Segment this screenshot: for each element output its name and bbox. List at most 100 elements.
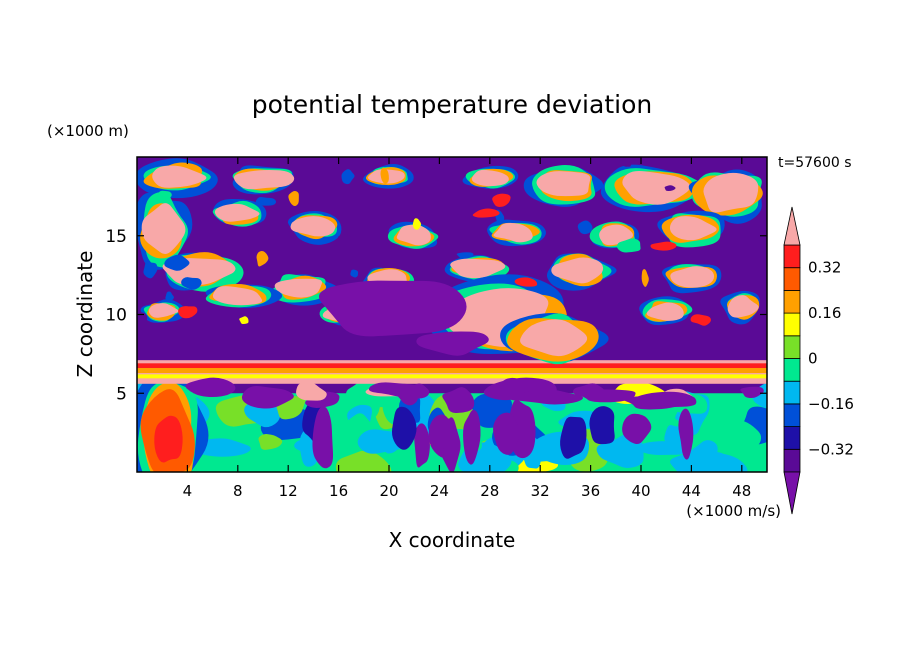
- field-patch: [437, 418, 458, 450]
- field-patch: [408, 383, 430, 399]
- colorbar-label: −0.32: [808, 440, 854, 458]
- field-patch: [194, 438, 251, 457]
- field-patch: [702, 452, 748, 472]
- warm-band-line: [137, 374, 767, 379]
- field-patch: [255, 197, 277, 206]
- x-tick-label: 44: [682, 482, 701, 500]
- field-patch: [646, 302, 684, 321]
- y-axis: 5 10 15: [105, 227, 767, 404]
- x-tick-label: 24: [430, 482, 449, 500]
- field-patch: [341, 169, 355, 185]
- field-patch: [391, 406, 417, 450]
- x-tick-label: 32: [531, 482, 550, 500]
- field-patch: [520, 319, 588, 357]
- colorbar: 0.32 0.16 0 −0.16 −0.32: [783, 206, 854, 515]
- field-patch: [154, 415, 183, 463]
- field-patch: [414, 423, 430, 468]
- y-tick-label: 15: [105, 227, 127, 247]
- field-patch: [650, 241, 677, 251]
- field-patch: [472, 208, 500, 218]
- x-tick-label: 12: [279, 482, 298, 500]
- field-patch: [338, 234, 352, 241]
- colorbar-swatch: [783, 403, 801, 427]
- x-tick-label: 4: [183, 482, 193, 500]
- field-patch: [233, 170, 295, 190]
- field-patch: [551, 257, 604, 284]
- field-patch: [158, 190, 172, 199]
- colorbar-swatch: [783, 335, 801, 359]
- field-patch: [312, 406, 334, 469]
- field-patch: [493, 412, 521, 455]
- field-patch: [143, 261, 158, 279]
- field-patch: [536, 171, 591, 197]
- field-patch: [152, 165, 207, 188]
- field-patch: [137, 311, 148, 331]
- field-patch: [664, 425, 684, 450]
- field-patch: [178, 306, 198, 319]
- field-patch: [212, 286, 263, 306]
- field-patch: [296, 382, 327, 401]
- field-patch: [412, 218, 422, 230]
- field-patch: [463, 409, 481, 465]
- field-patch: [718, 419, 762, 451]
- warm-band-line: [137, 368, 767, 374]
- field-patch: [241, 386, 294, 409]
- field-patch: [290, 216, 336, 237]
- field-contours: [137, 157, 767, 472]
- field-patch: [740, 386, 764, 399]
- time-label: t=57600 s: [778, 155, 852, 171]
- field-patch: [678, 408, 694, 460]
- field-patch: [258, 434, 283, 450]
- field-patch: [589, 406, 615, 445]
- colorbar-under-arrow: [783, 471, 801, 515]
- x-tick-label: 48: [732, 482, 751, 500]
- x-tick-label: 8: [233, 482, 243, 500]
- field-patch: [335, 450, 392, 472]
- colorbar-swatch: [783, 289, 801, 314]
- x-tick-label: 16: [329, 482, 348, 500]
- field-patch: [560, 416, 587, 459]
- field-patch: [380, 167, 389, 184]
- field-patch: [703, 172, 759, 213]
- x-tick-label: 28: [480, 482, 499, 500]
- y-tick-label: 5: [116, 384, 127, 404]
- colorbar-label: 0.32: [808, 259, 841, 277]
- colorbar-swatch: [783, 358, 801, 382]
- field-patch: [164, 254, 190, 271]
- y-unit-label: (×1000 m): [47, 122, 129, 140]
- field-patch: [148, 303, 179, 318]
- field-patch: [641, 269, 649, 287]
- colorbar-label: −0.16: [808, 395, 854, 413]
- x-unit-label: (×1000 m/s): [686, 502, 781, 520]
- field-patch: [670, 266, 715, 288]
- field-patch: [664, 185, 676, 192]
- field-patch: [214, 203, 260, 222]
- colorbar-swatch: [783, 426, 801, 450]
- x-tick-label: 20: [379, 482, 398, 500]
- colorbar-label: 0.16: [808, 304, 841, 322]
- field-patch: [622, 413, 652, 445]
- field-patch: [450, 258, 506, 279]
- field-patch: [512, 389, 584, 405]
- colorbar-swatch: [783, 448, 801, 473]
- field-patch: [442, 387, 475, 414]
- colorbar-swatch: [783, 267, 801, 291]
- field-patch: [577, 220, 593, 235]
- x-axis-label: X coordinate: [389, 528, 516, 552]
- field-patch: [471, 169, 509, 187]
- colorbar-swatch: [783, 312, 801, 337]
- field-patch: [274, 278, 323, 298]
- field-patch: [288, 191, 299, 207]
- field-patch: [185, 377, 236, 398]
- field-patch: [632, 391, 697, 407]
- x-axis: 4 8 12 16 20 24 28 32 36 40 44 48: [183, 157, 751, 500]
- field-patch: [456, 252, 474, 259]
- colorbar-label: 0: [808, 350, 818, 368]
- field-patch: [622, 157, 632, 167]
- field-patch: [350, 269, 359, 278]
- cold-patch: [416, 331, 489, 356]
- field-patch: [239, 316, 249, 325]
- colorbar-swatch: [783, 244, 801, 269]
- colorbar-over-arrow: [783, 206, 801, 246]
